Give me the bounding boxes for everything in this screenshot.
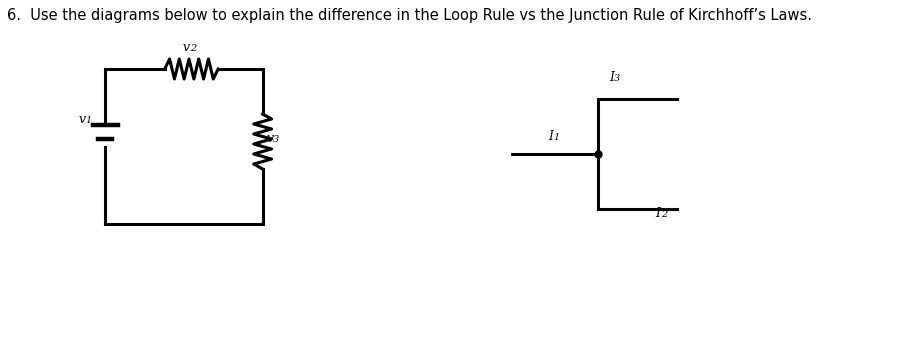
Text: 3: 3 bbox=[614, 74, 621, 83]
Text: I: I bbox=[610, 71, 614, 84]
Text: 6.  Use the diagrams below to explain the difference in the Loop Rule vs the Jun: 6. Use the diagrams below to explain the… bbox=[7, 8, 812, 23]
Text: 1: 1 bbox=[553, 133, 559, 142]
Text: I: I bbox=[548, 130, 553, 143]
Text: 3: 3 bbox=[273, 135, 280, 143]
Text: v: v bbox=[182, 41, 190, 54]
Text: v: v bbox=[78, 113, 85, 126]
Text: v: v bbox=[266, 131, 273, 144]
Text: 1: 1 bbox=[85, 116, 92, 125]
Text: 2: 2 bbox=[660, 210, 667, 219]
Text: I: I bbox=[656, 207, 660, 220]
Text: 2: 2 bbox=[190, 44, 196, 53]
